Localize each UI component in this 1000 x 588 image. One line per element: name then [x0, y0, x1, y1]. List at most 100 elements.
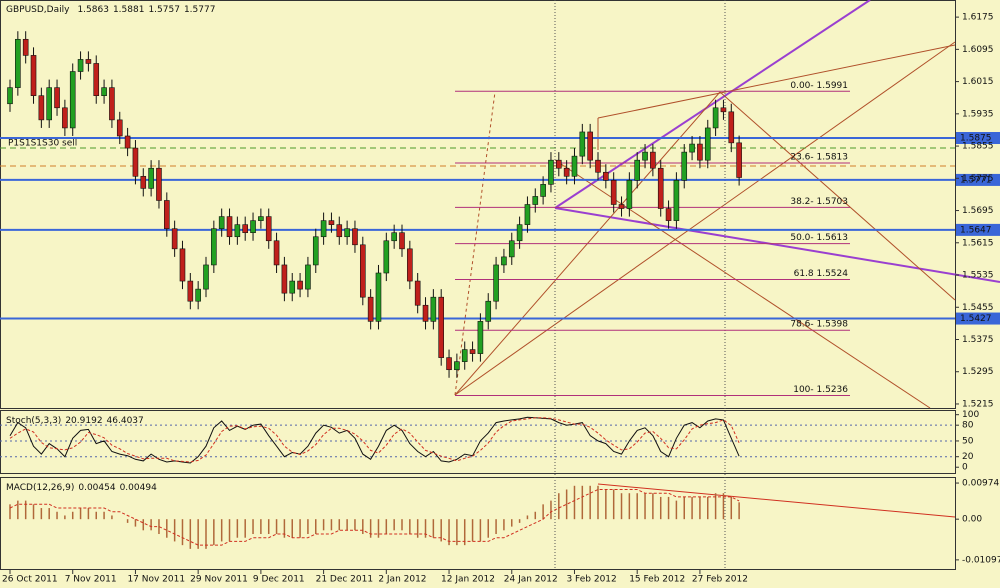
fib-label: 0.00- 1.5991: [790, 81, 848, 91]
chart-title: GBPUSD,Daily: [6, 5, 70, 15]
macd-main: 0.00454: [78, 483, 115, 493]
fib-label: 23.6- 1.5813: [790, 152, 848, 162]
candle-body: [312, 236, 319, 266]
indicator-line: [9, 417, 740, 463]
candle-body: [273, 240, 280, 266]
chart-header: GBPUSD,Daily 1.5863 1.5881 1.5757 1.5777: [6, 5, 215, 15]
candle-body: [250, 220, 256, 234]
candle-body: [297, 280, 303, 290]
candle-body: [156, 167, 162, 201]
y-tick-label: 1.6175: [962, 13, 994, 23]
candle-body: [281, 264, 288, 294]
candle-body: [242, 224, 248, 234]
candle-body: [359, 244, 366, 298]
candle-body: [30, 55, 37, 96]
close-value: 1.5777: [184, 5, 216, 15]
candle-body: [634, 159, 641, 181]
candle-body: [46, 87, 53, 121]
high-value: 1.5881: [113, 5, 145, 15]
candle-body: [391, 232, 397, 242]
x-tick-label: 12 Jan 2012: [441, 575, 495, 585]
x-tick-label: 29 Nov 2011: [190, 575, 248, 585]
candle-body: [587, 131, 593, 161]
candle-body: [595, 159, 601, 173]
candle-body: [352, 228, 358, 246]
y-tick-label: 1.5455: [962, 303, 994, 313]
candle-body: [736, 142, 742, 178]
price-label: 1.5647: [960, 225, 992, 235]
candle-body: [140, 175, 147, 189]
fib-label: 38.2- 1.5703: [790, 197, 848, 207]
open-value: 1.5863: [77, 5, 109, 15]
candle-body: [171, 228, 178, 250]
candle-body: [195, 288, 201, 302]
candle-body: [571, 155, 578, 177]
fib-label: 78.6- 1.5398: [790, 320, 848, 330]
y-tick-label: -0.01097: [962, 555, 1000, 565]
candle-body: [367, 296, 374, 322]
y-tick-label: 50: [962, 436, 974, 446]
y-tick-label: 100: [962, 410, 979, 420]
x-tick-label: 9 Dec 2011: [253, 575, 305, 585]
candle-body: [501, 256, 507, 266]
x-tick-label: 21 Dec 2011: [316, 575, 374, 585]
price-label-box: [956, 132, 1000, 145]
candle-body: [469, 349, 476, 354]
candle-body: [69, 71, 76, 129]
candle-body: [485, 300, 492, 322]
candle-body: [548, 159, 554, 185]
stoch-main: 20.9192: [65, 416, 102, 426]
x-tick-label: 26 Oct 2011: [2, 575, 58, 585]
candle-body: [704, 127, 711, 161]
candle-body: [555, 159, 562, 169]
candle-body: [407, 248, 413, 282]
price-panel: [0, 0, 956, 409]
candle-body: [720, 107, 727, 113]
macd-header: MACD(12,26,9) 0.00454 0.00494: [6, 483, 157, 493]
price-label-box: [956, 312, 1000, 325]
candle-body: [689, 143, 695, 153]
candle-body: [124, 135, 131, 149]
price-label-box: [956, 173, 1000, 186]
y-tick-label: 1.5295: [962, 367, 994, 377]
candle-body: [650, 151, 656, 169]
y-tick-label: 1.5935: [962, 109, 994, 119]
candle-body: [618, 204, 625, 209]
candle-body: [258, 216, 264, 221]
fan-line: [554, 159, 931, 409]
candle-body: [375, 272, 382, 322]
fan-line: [719, 91, 956, 301]
x-tick-label: 3 Feb 2012: [566, 575, 616, 585]
panel-frames: [0, 0, 956, 570]
candle-body: [626, 180, 633, 209]
candle-body: [610, 180, 617, 205]
candle-body: [532, 196, 539, 205]
y-tick-label: 1.5775: [962, 174, 994, 184]
candle-body: [218, 216, 225, 229]
candle-body: [446, 357, 452, 371]
candle-body: [712, 107, 719, 129]
y-tick-label: 80: [962, 421, 974, 431]
y-tick-label: 0: [962, 463, 968, 473]
price-label-box: [956, 223, 1000, 236]
candle-body: [234, 224, 241, 238]
candle-body: [164, 200, 170, 229]
y-tick-label: 1.5535: [962, 271, 994, 281]
y-tick-label: 0.00: [962, 515, 982, 525]
low-value: 1.5757: [148, 5, 180, 15]
candle-body: [399, 232, 405, 250]
macd-trend-line: [597, 483, 956, 518]
signal-line: [9, 489, 740, 546]
indicator-line: [9, 416, 740, 464]
y-tick-label: 1.5215: [962, 399, 994, 409]
trend-line: [554, 207, 1000, 283]
candle-body: [93, 63, 100, 96]
candle-body: [116, 119, 123, 137]
y-tick-label: 20: [962, 452, 974, 462]
candle-body: [516, 224, 523, 242]
candle-body: [414, 280, 421, 306]
candle-body: [454, 361, 460, 371]
